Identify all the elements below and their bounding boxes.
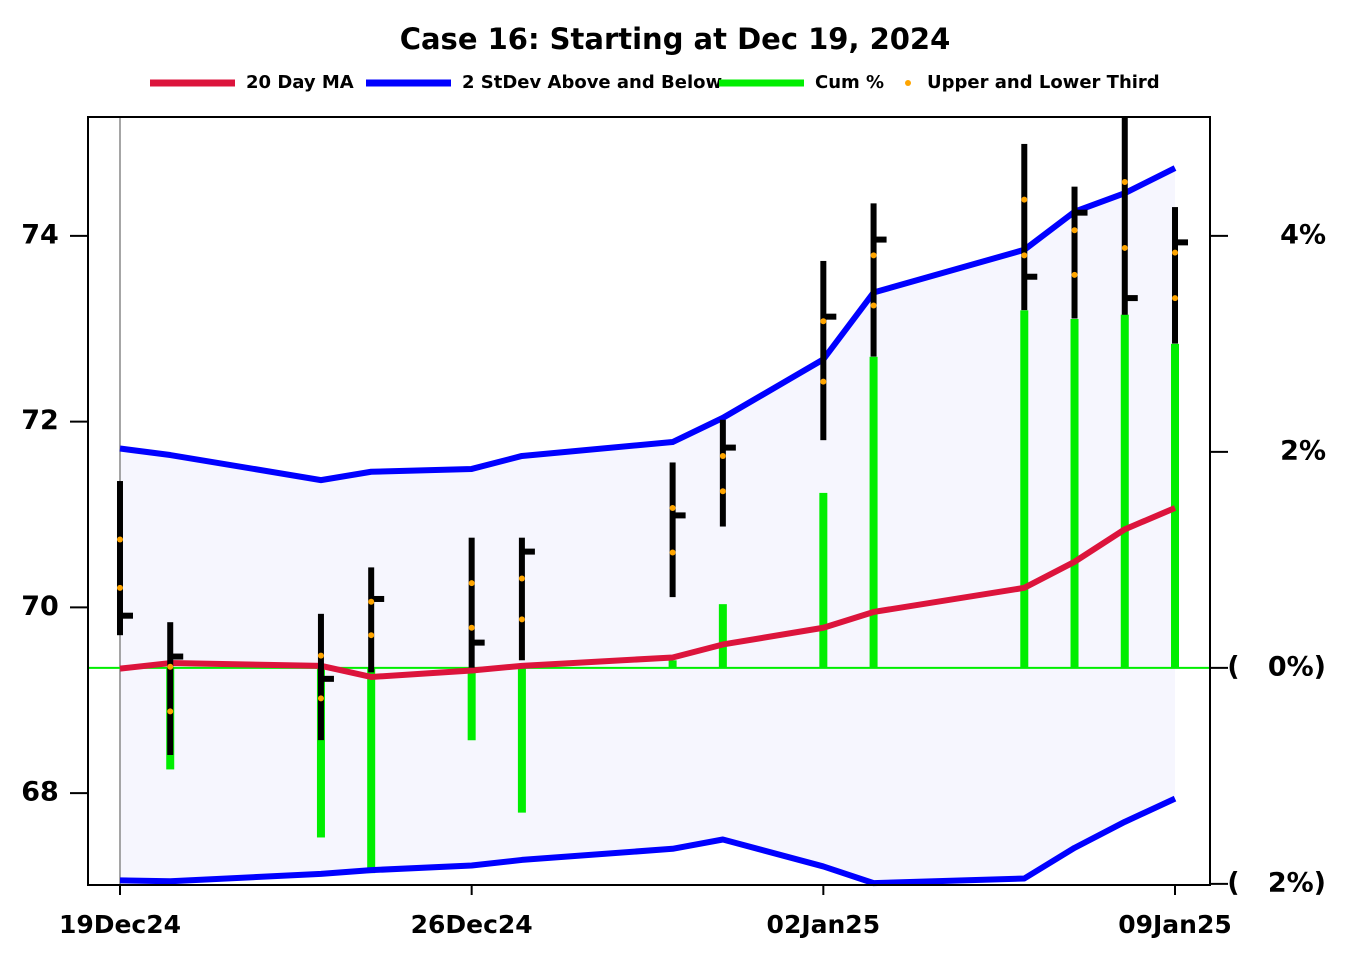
y-tick-label: 70 [21,591,59,622]
y2-tick-label: ( 0%) [1227,651,1326,682]
third-dot [1121,179,1128,186]
legend-swatch [905,80,911,86]
ohlc-range [719,419,726,527]
ohlc-close [371,595,385,602]
third-dot [870,252,877,259]
ohlc-close [873,236,887,243]
third-dot [518,616,525,623]
third-dot [1021,252,1028,259]
band-fill [119,168,1176,884]
band-line [119,795,1177,887]
third-dot [1071,271,1078,278]
third-dot [167,708,174,715]
third-dot [1172,295,1179,302]
cum-bar [668,660,677,668]
ohlc-range [167,622,174,755]
cum-bar [367,667,376,874]
ohlc-range [368,567,375,673]
cum-bar [1171,343,1180,668]
ohlc-range [1021,143,1028,311]
y2-tick-label: 4% [1280,219,1326,250]
third-dot [116,584,123,591]
legend-label: Upper and Lower Third [927,72,1160,93]
third-dot [719,452,726,459]
ohlc-close [722,444,736,451]
band-line [119,165,1177,484]
cum-bar [517,667,526,813]
ohlc-close [320,675,334,682]
ohlc-range [669,462,676,598]
ohlc-range [820,260,827,441]
x-tick-label: 02Jan25 [767,910,881,939]
ohlc-close [1074,209,1088,216]
ohlc-close [1175,239,1189,246]
ohlc-close [823,313,837,320]
legend-label: 2 StDev Above and Below [462,72,722,93]
third-dot [116,536,123,543]
cum-bar [869,356,878,668]
x-tick-label: 19Dec24 [59,910,181,939]
third-dot [468,624,475,631]
cum-bar [1070,318,1079,668]
cum-bar [467,667,476,741]
ohlc-close [1024,273,1038,280]
third-dot [669,504,676,511]
cum-bar [1020,310,1029,668]
ohlc-range [1172,207,1179,344]
ohlc-close [119,612,133,619]
ohlc-range [468,537,475,668]
y-tick-label: 74 [21,219,59,250]
third-dot [820,318,827,325]
ohlc-close [471,639,485,646]
third-dot [1071,227,1078,234]
y2-tick-label: 2% [1280,435,1326,466]
third-dot [468,580,475,587]
plot-frame [87,116,1211,886]
ohlc-range [116,481,123,636]
third-dot [317,695,324,702]
third-dot [1121,244,1128,251]
ohlc-close [672,512,686,519]
chart-title: Case 16: Starting at Dec 19, 2024 [400,22,951,56]
third-dot [1172,249,1179,256]
third-dot [1021,196,1028,203]
y-tick-label: 72 [21,405,59,436]
third-dot [669,549,676,556]
legend-label: 20 Day MA [246,72,354,93]
ma-line [119,505,1177,680]
y2-tick-label: ( 2%) [1227,867,1326,898]
third-dot [317,652,324,659]
ohlc-close [521,548,535,555]
ohlc-range [870,203,877,357]
third-dot [820,378,827,385]
third-dot [368,598,375,605]
third-dot [870,302,877,309]
cum-bar [819,492,828,668]
x-tick-label: 26Dec24 [411,910,533,939]
x-tick-label: 09Jan25 [1118,910,1232,939]
third-dot [719,488,726,495]
y-tick-label: 68 [21,777,59,808]
legend-label: Cum % [815,72,884,93]
ohlc-range [1071,186,1078,319]
third-dot [518,575,525,582]
third-dot [368,632,375,639]
ohlc-close [1124,295,1138,302]
ohlc-range [518,537,525,661]
ohlc-close [170,653,184,660]
cum-bar [718,604,727,668]
third-dot [167,663,174,670]
cum-bar [1120,314,1129,668]
ohlc-range [1121,117,1128,315]
cum-bar [316,667,325,838]
